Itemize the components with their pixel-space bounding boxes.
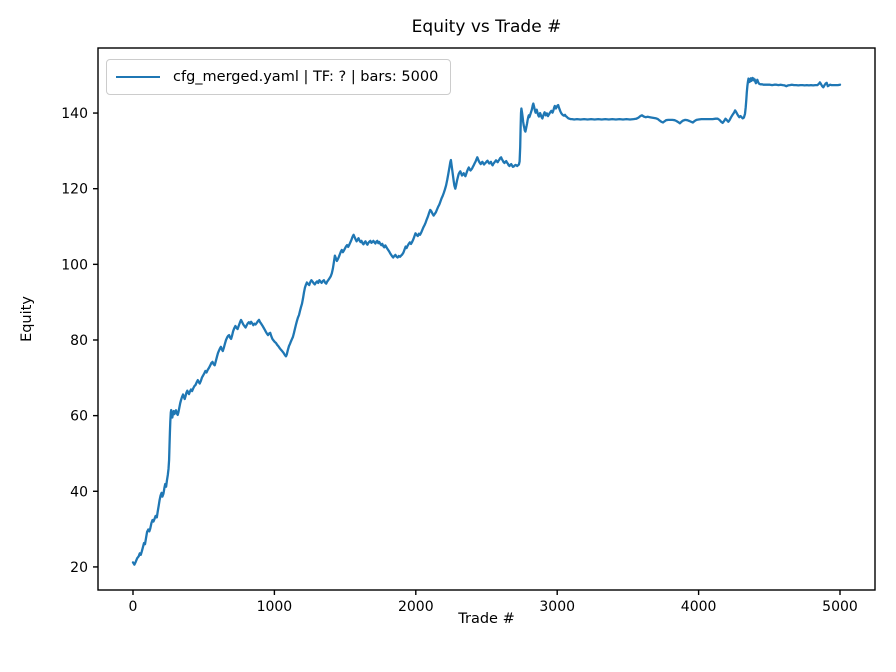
y-tick-label: 100 xyxy=(61,257,88,273)
x-tick-label: 4000 xyxy=(681,599,717,615)
legend: cfg_merged.yaml | TF: ? | bars: 5000 xyxy=(106,59,452,95)
x-tick-label: 1000 xyxy=(257,599,293,615)
x-tick-label: 0 xyxy=(129,599,138,615)
y-tick-label: 140 xyxy=(61,106,88,122)
equity-series-line xyxy=(131,76,842,566)
y-tick-label: 40 xyxy=(70,484,88,500)
y-tick-label: 80 xyxy=(70,333,88,349)
x-tick-label: 2000 xyxy=(398,599,434,615)
legend-label: cfg_merged.yaml | TF: ? | bars: 5000 xyxy=(173,69,439,85)
y-tick-label: 120 xyxy=(61,182,88,198)
x-tick-label: 3000 xyxy=(539,599,575,615)
y-tick-label: 20 xyxy=(70,560,88,576)
chart-title: Equity vs Trade # xyxy=(411,17,562,37)
legend-line-swatch xyxy=(116,76,160,78)
y-tick-label: 60 xyxy=(70,409,88,425)
x-axis-label: Trade # xyxy=(458,611,515,627)
y-axis-label: Equity xyxy=(19,296,35,342)
axes-spines xyxy=(97,47,876,591)
x-tick-label: 5000 xyxy=(822,599,858,615)
